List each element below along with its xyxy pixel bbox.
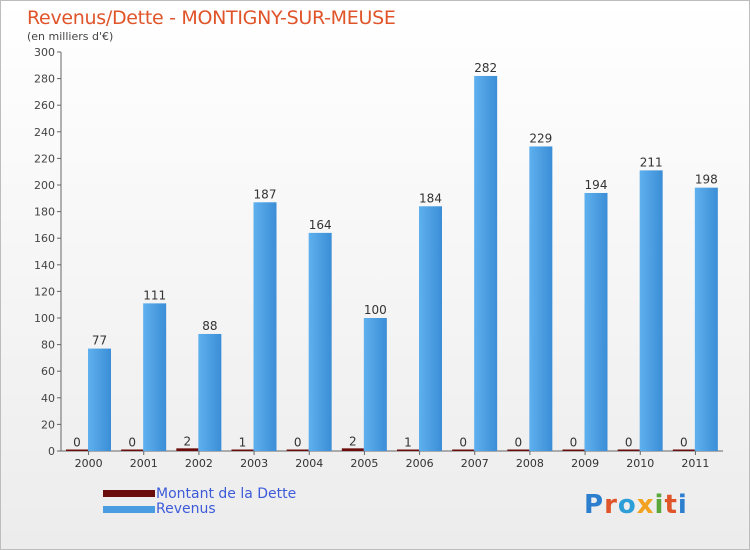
logo-letter: r: [604, 490, 618, 520]
logo-letter: o: [617, 490, 637, 520]
y-tick-label: 220: [34, 152, 55, 165]
legend-label-dette: Montant de la Dette: [156, 486, 297, 502]
y-tick-label: 180: [34, 206, 55, 219]
bar-dette: [66, 449, 88, 451]
data-label-revenus: 88: [202, 319, 217, 333]
bar-revenus: [529, 146, 553, 451]
bar-dette: [121, 449, 144, 451]
x-tick-label: 2000: [75, 457, 103, 470]
bar-dette: [231, 449, 254, 451]
data-label-dette: 0: [680, 436, 688, 450]
data-label-revenus: 184: [419, 191, 442, 205]
bar-revenus: [694, 187, 718, 451]
x-tick-label: 2004: [295, 457, 323, 470]
data-label-dette: 2: [184, 434, 192, 448]
bar-revenus: [363, 318, 387, 451]
data-label-revenus: 194: [585, 178, 608, 192]
data-label-revenus: 111: [143, 288, 166, 302]
data-label-revenus: 77: [92, 334, 107, 348]
legend-swatch-dette: [103, 490, 155, 497]
data-label-revenus: 198: [695, 173, 718, 187]
data-label-revenus: 100: [364, 303, 387, 317]
data-label-dette: 0: [515, 436, 523, 450]
x-tick-label: 2009: [571, 457, 599, 470]
bar-revenus: [198, 333, 222, 451]
y-tick-label: 80: [41, 339, 55, 352]
chart-title: Revenus/Dette - MONTIGNY-SUR-MEUSE: [27, 7, 396, 29]
data-label-revenus: 164: [309, 218, 332, 232]
bar-revenus: [308, 232, 332, 451]
bar-revenus: [253, 202, 277, 451]
y-tick-label: 260: [34, 99, 55, 112]
data-label-revenus: 211: [640, 155, 663, 169]
bar-dette: [672, 449, 695, 451]
y-tick-label: 0: [48, 445, 55, 458]
data-label-dette: 0: [625, 436, 633, 450]
bar-revenus: [584, 192, 608, 452]
data-label-dette: 0: [128, 436, 136, 450]
bar-revenus: [474, 75, 498, 451]
bar-revenus: [419, 206, 442, 451]
x-tick-label: 2010: [626, 457, 654, 470]
data-label-dette: 0: [73, 436, 81, 450]
y-tick-label: 100: [34, 312, 55, 325]
bar-dette: [341, 448, 364, 451]
y-tick-label: 200: [34, 179, 55, 192]
y-tick-label: 300: [34, 46, 55, 59]
y-tick-label: 160: [34, 232, 55, 245]
y-tick-label: 240: [34, 126, 55, 139]
x-tick-label: 2002: [185, 457, 213, 470]
y-tick-label: 40: [41, 392, 55, 405]
y-tick-label: 140: [34, 259, 55, 272]
bar-revenus: [143, 303, 167, 451]
x-tick-label: 2005: [350, 457, 378, 470]
x-tick-label: 2003: [240, 457, 268, 470]
x-tick-label: 2011: [681, 457, 709, 470]
bar-revenus: [88, 348, 111, 451]
x-tick-label: 2008: [516, 457, 544, 470]
x-tick-label: 2006: [406, 457, 434, 470]
data-label-dette: 1: [404, 436, 412, 450]
x-tick-label: 2007: [461, 457, 489, 470]
data-label-dette: 1: [239, 436, 247, 450]
data-label-revenus: 282: [474, 61, 497, 75]
bar-dette: [507, 449, 530, 451]
bar-revenus: [639, 170, 663, 451]
y-tick-label: 20: [41, 418, 55, 431]
bar-dette: [176, 448, 199, 451]
bar-dette: [397, 449, 419, 451]
y-tick-label: 280: [34, 73, 55, 86]
bar-dette: [452, 449, 475, 451]
y-tick-label: 60: [41, 365, 55, 378]
legend-swatch-revenus: [103, 506, 155, 513]
data-label-dette: 0: [459, 436, 467, 450]
bar-dette: [562, 449, 585, 451]
chart-subtitle: (en milliers d'€): [27, 30, 114, 43]
data-label-revenus: 229: [529, 131, 552, 145]
bar-dette: [617, 449, 640, 451]
legend-label-revenus: Revenus: [156, 501, 216, 517]
bar-dette: [286, 449, 309, 451]
data-label-revenus: 187: [254, 187, 277, 201]
data-label-dette: 0: [294, 436, 302, 450]
data-label-dette: 2: [349, 434, 357, 448]
logo-letter: P: [584, 490, 605, 520]
logo-letter: t: [664, 490, 678, 520]
x-tick-label: 2001: [130, 457, 158, 470]
logo-letter: i: [677, 490, 688, 520]
y-tick-label: 120: [34, 285, 55, 298]
logo-letter: x: [636, 490, 655, 520]
data-label-dette: 0: [570, 436, 578, 450]
logo-letter: i: [654, 490, 665, 520]
proxiti-logo: Proxiti: [584, 490, 688, 520]
